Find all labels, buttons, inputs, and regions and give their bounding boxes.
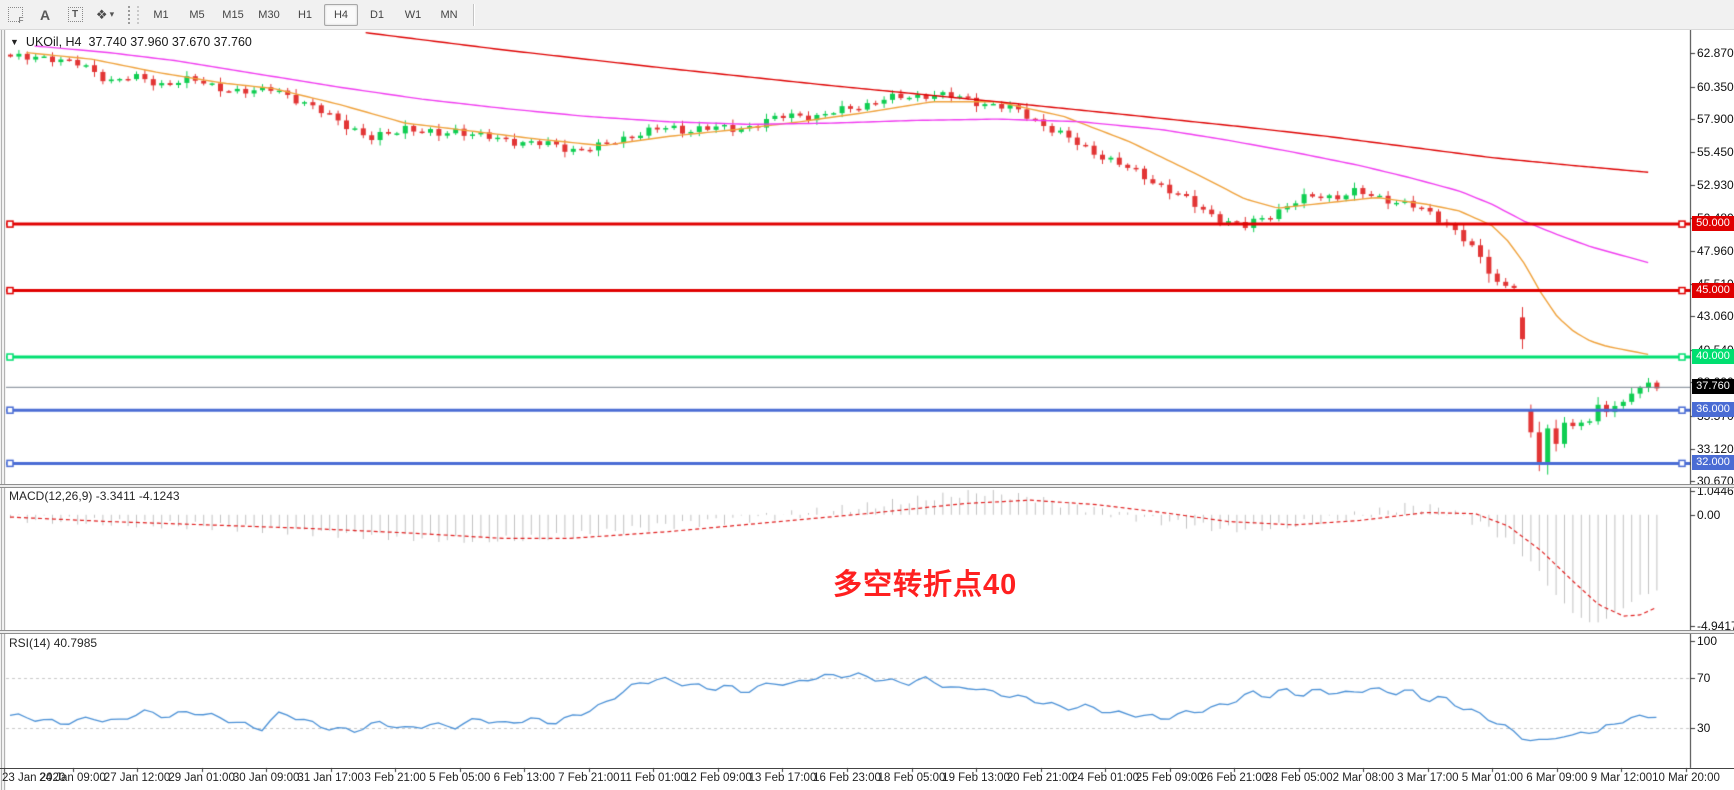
rsi-axis-label: 70 (1697, 671, 1711, 686)
time-axis-label: 24 Jan 09:00 (39, 772, 106, 784)
macd-axis-label: -4.9417 (1697, 618, 1734, 633)
time-axis-label: 30 Jan 09:00 (232, 772, 300, 784)
time-axis-label: 29 Jan 01:00 (168, 772, 235, 784)
timeframe-button-W1[interactable]: W1 (404, 8, 422, 21)
price-axis[interactable]: 62.87060.35057.90055.45052.93050.48047.9… (1691, 29, 1734, 769)
timeframe-button-D1[interactable]: D1 (369, 8, 385, 21)
timeframe-group: M1 M5 M15 M30 H1 H4 D1 W1 MN (143, 0, 467, 29)
time-axis-label: 18 Feb 05:00 (877, 772, 946, 784)
text-label-icon[interactable]: A (39, 6, 51, 23)
time-axis-label: 7 Feb 21:00 (558, 772, 620, 784)
time-axis-label: 13 Feb 17:00 (748, 772, 817, 784)
time-axis-border (0, 768, 1734, 769)
macd-indicator-label: MACD(12,26,9) -3.3411 -4.1243 (9, 489, 180, 503)
time-axis-label: 12 Feb 09:00 (684, 772, 752, 784)
time-axis-label: 3 Mar 17:00 (1397, 772, 1459, 784)
time-axis-label: 20 Feb 21:00 (1006, 772, 1075, 784)
time-axis-label: 31 Jan 17:00 (297, 772, 364, 784)
toolbar: F A T ❖ ▾ M1 M5 M15 M30 H1 H4 D1 W1 MN (0, 0, 1734, 30)
time-axis-label: 2 Mar 08:00 (1332, 772, 1394, 784)
shapes-dropdown-icon[interactable]: ❖ ▾ (95, 6, 115, 22)
time-axis-label: 11 Feb 01:00 (619, 772, 687, 784)
time-axis-label: 6 Mar 09:00 (1526, 772, 1588, 784)
time-axis[interactable]: 23 Jan 2020 24 Jan 09:00 27 Jan 12:00 29 Ja… (0, 770, 1734, 790)
time-axis-label: 10 Mar 20:00 (1652, 772, 1720, 784)
price-axis-label: 43.060 (1697, 309, 1734, 324)
timeframe-button-MN[interactable]: MN (440, 8, 458, 21)
time-axis-label: 19 Feb 13:00 (942, 772, 1010, 784)
time-axis-label: 5 Feb 05:00 (429, 772, 491, 784)
time-axis-label: 9 Mar 12:00 (1590, 772, 1653, 784)
price-axis-label: 62.870 (1697, 45, 1734, 60)
timeframe-button-H4[interactable]: H4 (324, 3, 358, 26)
time-axis-label: 23 Jan 2020 (2, 772, 66, 784)
panel-splitter-macd[interactable] (0, 484, 1734, 488)
macd-axis-label: 0.00 (1697, 507, 1721, 522)
chart-foreground-icon[interactable]: F (1, 3, 29, 27)
ohlc-values: 37.740 37.960 37.670 37.760 (88, 35, 252, 49)
price-level-badge: 50.000 (1692, 216, 1734, 232)
time-axis-label: 24 Feb 01:00 (1071, 772, 1140, 784)
price-level-badge: 45.000 (1692, 282, 1734, 298)
time-axis-label: 6 Feb 13:00 (493, 772, 555, 784)
text-box-icon[interactable]: T (61, 3, 89, 27)
toolbar-grip[interactable] (128, 5, 139, 24)
symbol-timeframe-label: UKOil, H4 (25, 35, 82, 49)
panel-splitter-rsi[interactable] (0, 630, 1734, 634)
toolbar-separator (473, 3, 475, 26)
rsi-axis-label: 100 (1697, 634, 1718, 649)
annotation-text[interactable]: 多空转折点40 (833, 569, 1018, 601)
price-axis-label: 52.930 (1697, 178, 1734, 193)
chart-title: ▼ UKOil, H4 37.740 37.960 37.670 37.760 (10, 35, 252, 49)
price-axis-label: 47.960 (1697, 244, 1734, 259)
timeframe-button-M15[interactable]: M15 (222, 8, 244, 21)
price-axis-label: 60.350 (1697, 79, 1734, 94)
rsi-axis-label: 30 (1697, 720, 1711, 735)
price-level-badge: 36.000 (1692, 402, 1734, 418)
time-axis-label: 25 Feb 09:00 (1135, 772, 1204, 784)
time-axis-label: 28 Feb 05:00 (1264, 772, 1333, 784)
time-axis-label: 5 Mar 01:00 (1461, 772, 1524, 784)
time-axis-label: 26 Feb 21:00 (1200, 772, 1269, 784)
timeframe-button-H1[interactable]: H1 (297, 8, 313, 21)
price-axis-label: 33.120 (1697, 441, 1734, 456)
symbol-dropdown-icon[interactable]: ▼ (10, 37, 19, 47)
price-axis-label: 55.450 (1697, 144, 1734, 159)
rsi-indicator-label: RSI(14) 40.7985 (9, 636, 98, 650)
price-axis-label: 57.900 (1697, 112, 1734, 127)
timeframe-button-M5[interactable]: M5 (189, 8, 205, 21)
time-axis-label: 27 Jan 12:00 (103, 772, 171, 784)
time-axis-label: 16 Feb 23:00 (813, 772, 881, 784)
chevron-down-icon: ▾ (109, 9, 115, 19)
price-level-badge: 32.000 (1692, 455, 1734, 471)
current-price-badge: 37.760 (1692, 378, 1734, 394)
price-level-badge: 40.000 (1692, 349, 1734, 365)
timeframe-button-M1[interactable]: M1 (153, 8, 169, 21)
time-axis-label: 3 Feb 21:00 (364, 772, 426, 784)
timeframe-button-M30[interactable]: M30 (258, 8, 280, 21)
